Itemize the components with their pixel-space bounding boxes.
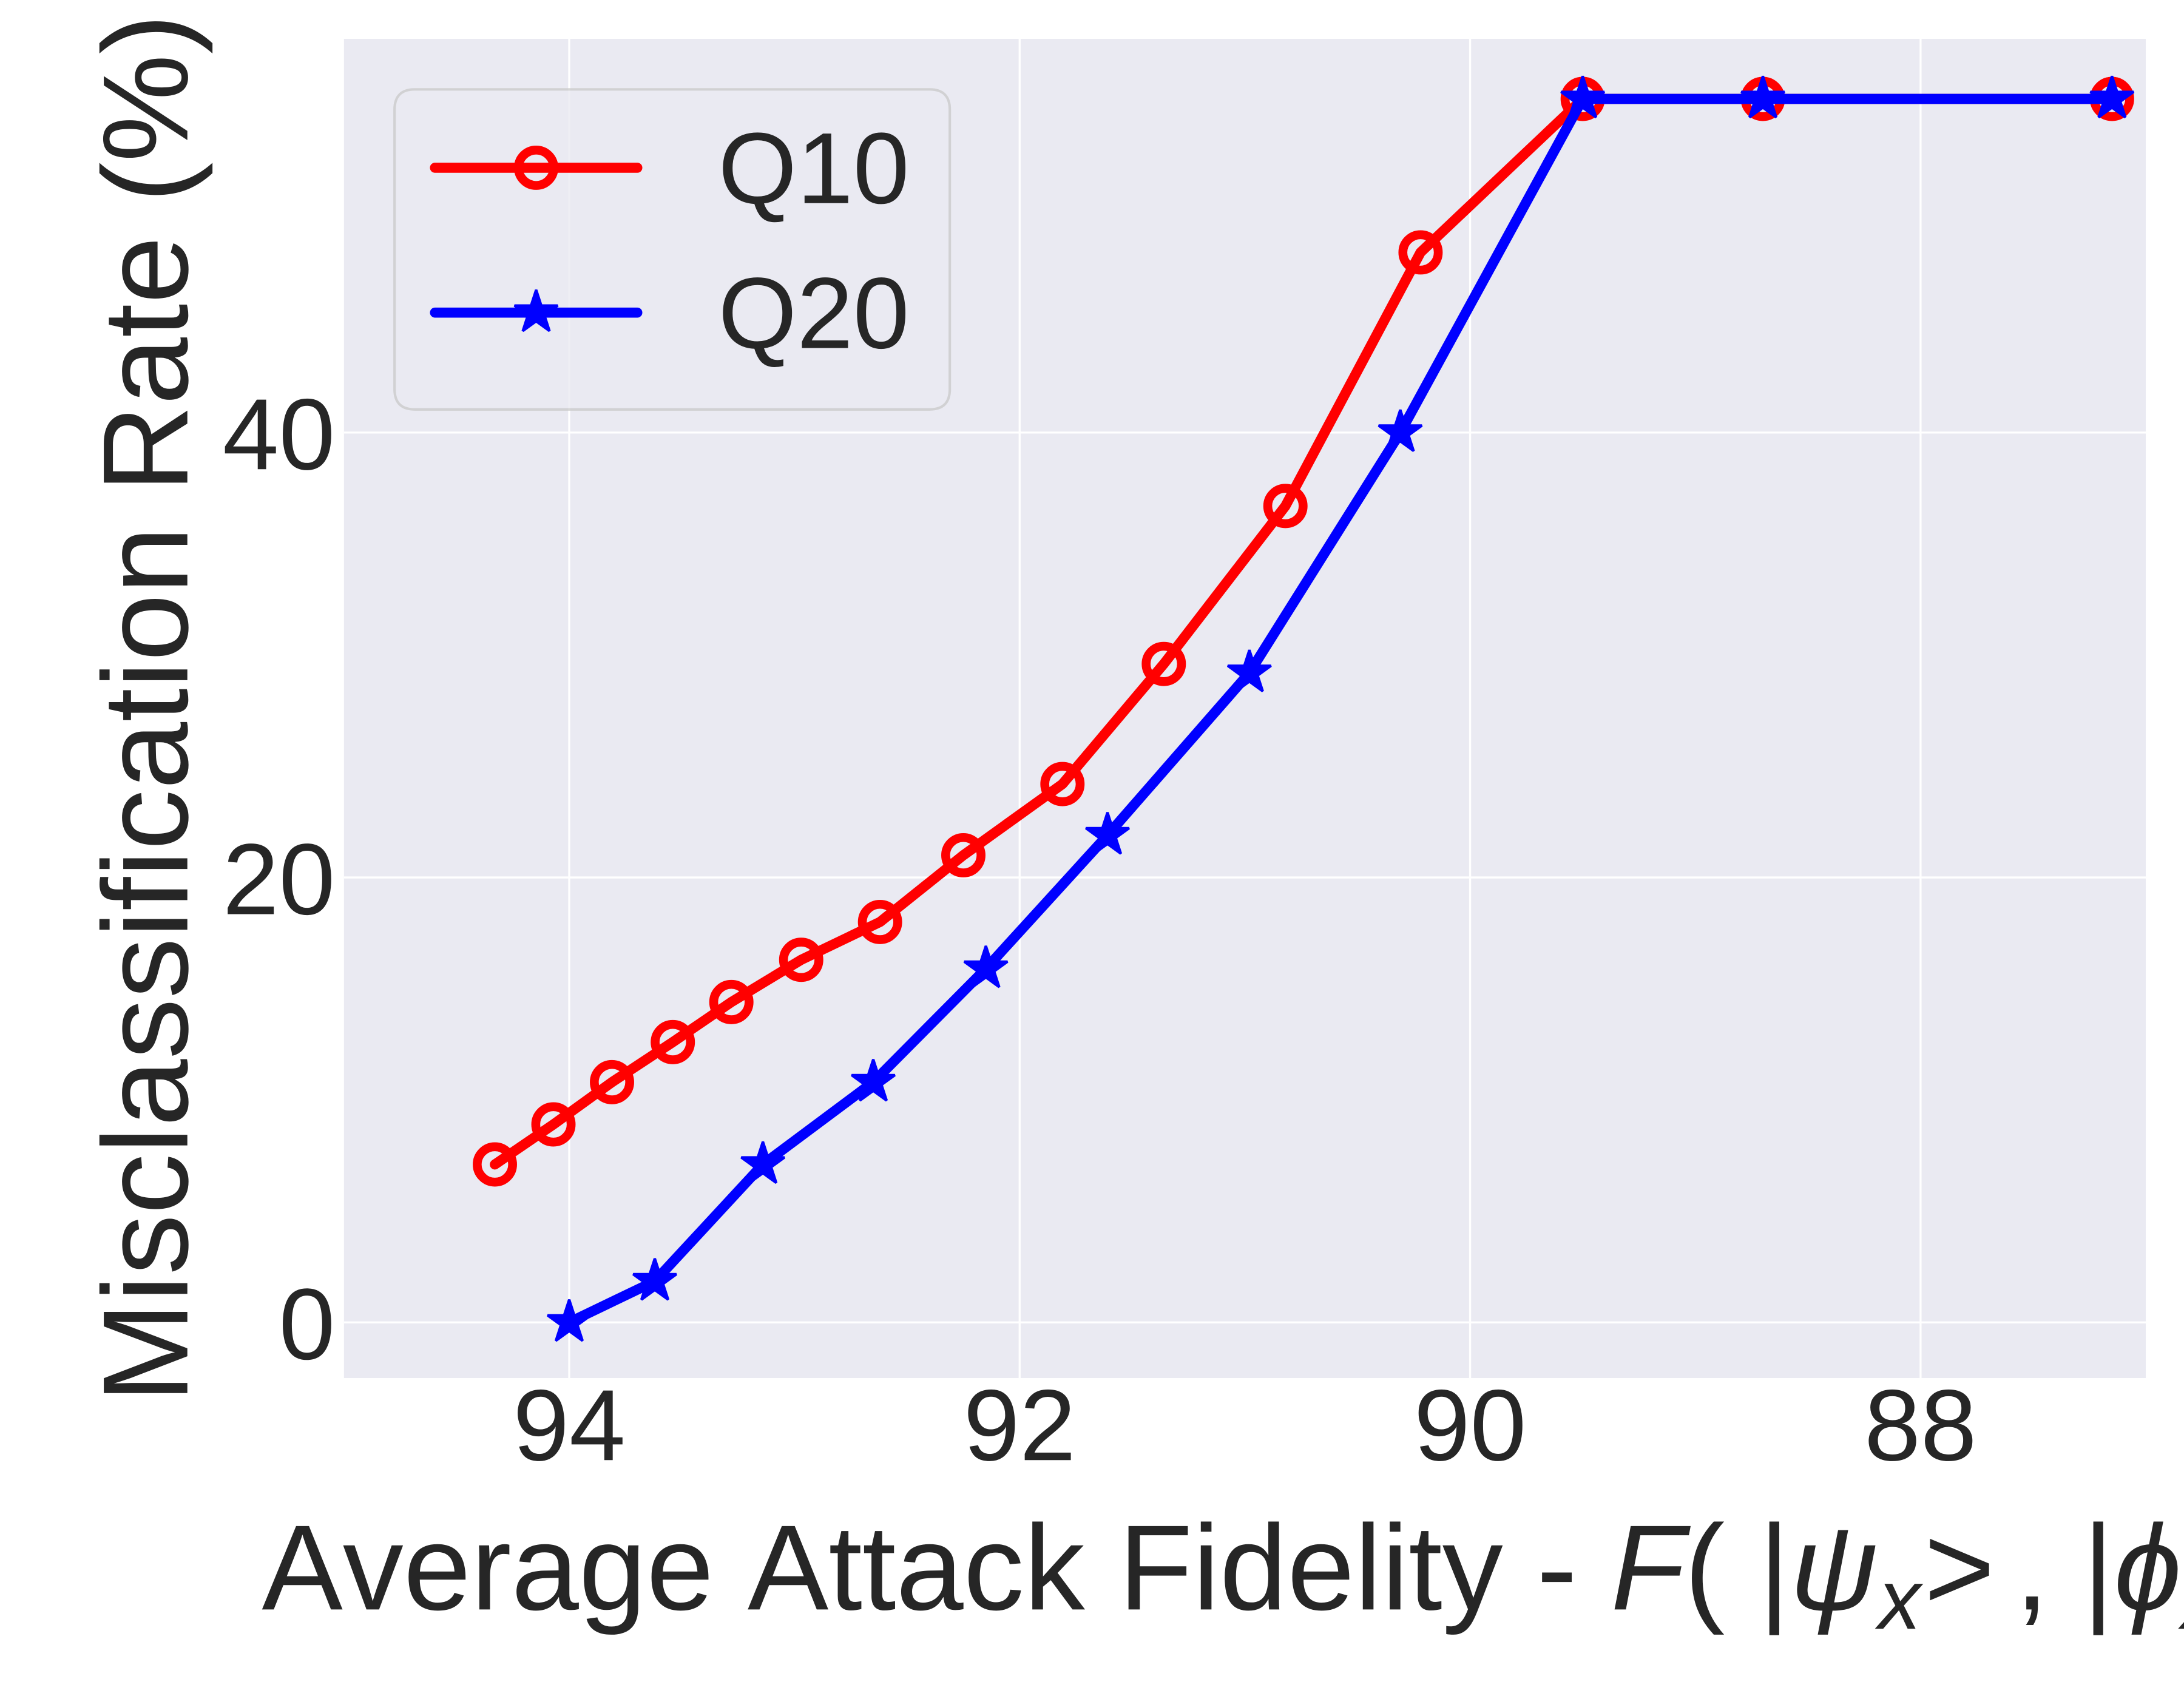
svg-text:20: 20 [223, 823, 335, 936]
svg-text:0: 0 [279, 1268, 336, 1381]
svg-text:90: 90 [1414, 1369, 1526, 1482]
svg-text:Q20: Q20 [718, 257, 910, 370]
svg-text:Q10: Q10 [718, 112, 910, 225]
svg-text:Misclassification Rate (%): Misclassification Rate (%) [78, 14, 214, 1403]
svg-text:40: 40 [223, 378, 335, 491]
svg-text:92: 92 [964, 1369, 1076, 1482]
svg-text:94: 94 [513, 1369, 625, 1482]
svg-text:88: 88 [1864, 1369, 1976, 1482]
